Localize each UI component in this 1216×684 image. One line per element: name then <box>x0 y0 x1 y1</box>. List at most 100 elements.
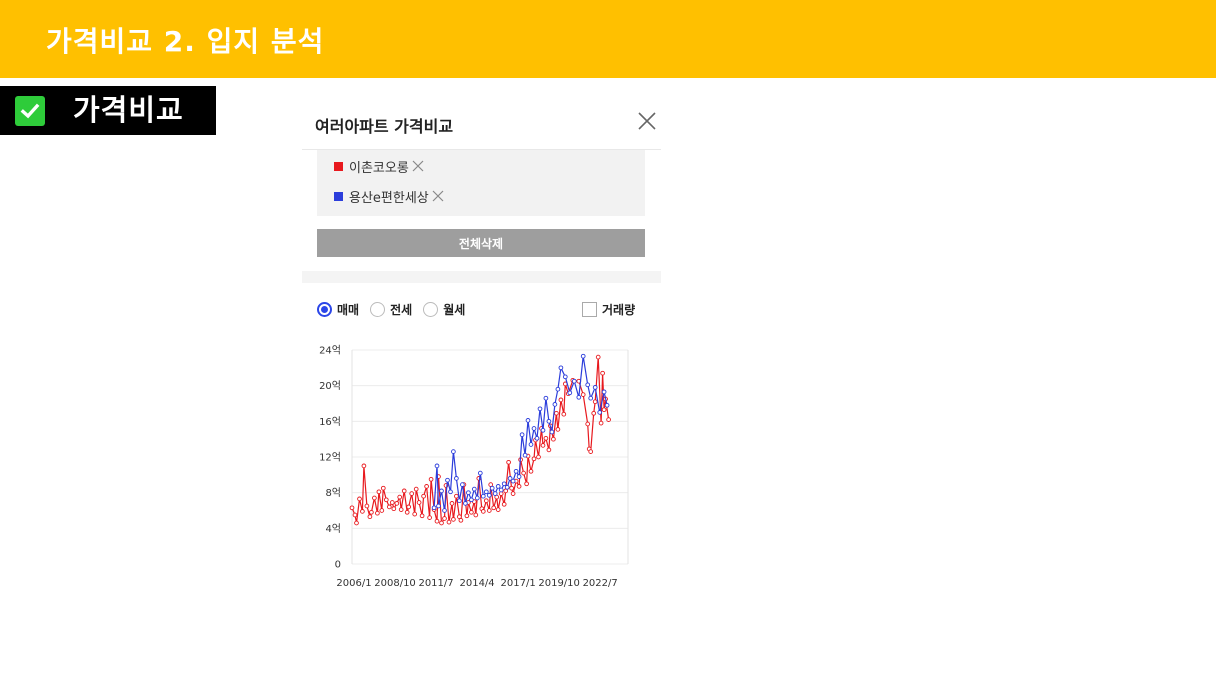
data-point-series-2 <box>436 503 441 509</box>
data-point-series-1 <box>554 410 559 416</box>
list-item-apartment-1: 이촌코오롱 <box>334 157 424 176</box>
data-point-series-1 <box>495 507 501 512</box>
data-point-series-2 <box>507 476 513 481</box>
data-point-series-1 <box>558 397 564 403</box>
section-tag: 가격비교 <box>0 86 216 135</box>
data-point-series-1 <box>367 514 373 520</box>
remove-icon[interactable] <box>432 190 444 202</box>
data-point-series-1 <box>469 509 474 515</box>
remove-icon[interactable] <box>412 160 424 172</box>
data-point-series-2 <box>471 486 477 492</box>
data-point-series-1 <box>380 485 386 491</box>
data-point-series-1 <box>531 456 537 462</box>
volume-label[interactable]: 거래량 <box>602 302 636 317</box>
clear-all-button[interactable]: 전체삭제 <box>317 229 645 257</box>
data-point-series-1 <box>540 443 546 448</box>
data-point-series-1 <box>600 370 605 376</box>
data-point-series-2 <box>604 402 610 408</box>
radio-monthly-label[interactable]: 월세 <box>443 302 466 317</box>
data-point-series-2 <box>431 505 437 511</box>
data-point-series-1 <box>451 517 456 522</box>
data-point-series-1 <box>409 491 415 496</box>
data-point-series-2 <box>439 488 444 494</box>
data-point-series-1 <box>546 447 552 453</box>
data-point-series-1 <box>524 481 529 487</box>
data-point-series-1 <box>413 486 419 492</box>
data-point-series-1 <box>528 468 534 474</box>
data-point-series-1 <box>521 470 526 476</box>
list-item-apartment-2: 용산e편한세상 <box>334 187 444 206</box>
section-label: 가격비교 <box>73 93 184 127</box>
data-point-series-1 <box>449 501 455 506</box>
check-icon <box>15 95 45 126</box>
data-point-series-1 <box>428 476 434 482</box>
data-point-series-2 <box>558 365 564 371</box>
data-point-series-2 <box>504 484 510 490</box>
data-point-series-2 <box>549 429 555 435</box>
data-point-series-2 <box>448 489 453 495</box>
data-point-series-1 <box>561 411 567 417</box>
data-point-series-1 <box>536 454 541 460</box>
data-point-series-1 <box>357 496 362 502</box>
x-tick-label: 2022/7 <box>583 578 618 589</box>
deal-type-filter: 매매 전세 월세 <box>317 300 476 318</box>
data-point-series-1 <box>439 520 444 526</box>
radio-jeonse-label[interactable]: 전세 <box>390 302 413 317</box>
data-point-series-1 <box>379 508 385 513</box>
data-point-series-1 <box>480 509 486 514</box>
x-tick-label: 2017/1 <box>501 578 536 589</box>
radio-sale-label[interactable]: 매매 <box>337 302 360 317</box>
data-point-series-1 <box>516 484 522 489</box>
data-point-series-1 <box>383 497 389 503</box>
close-icon[interactable] <box>636 110 658 132</box>
data-point-series-1 <box>601 407 607 413</box>
data-point-series-1 <box>454 493 459 499</box>
selected-apartments-list: 이촌코오롱 용산e편한세상 <box>317 150 645 216</box>
y-tick-label: 4억 <box>325 523 341 535</box>
data-point-series-1 <box>375 510 380 516</box>
data-point-series-2 <box>460 482 465 487</box>
y-tick-label: 8억 <box>325 487 341 499</box>
y-tick-label: 12억 <box>319 452 341 464</box>
data-point-series-1 <box>606 417 611 422</box>
y-tick-label: 16억 <box>319 416 341 428</box>
data-point-series-1 <box>394 501 400 506</box>
radio-jeonse[interactable] <box>370 301 386 317</box>
data-point-series-1 <box>398 507 404 512</box>
data-point-series-2 <box>592 385 598 390</box>
data-point-series-2 <box>525 418 531 423</box>
volume-toggle[interactable]: 거래량 <box>582 300 635 318</box>
data-point-series-1 <box>419 513 425 519</box>
radio-monthly[interactable] <box>423 301 439 317</box>
data-point-series-2 <box>531 426 537 431</box>
data-point-series-1 <box>458 517 464 523</box>
x-tick-label: 2008/10 <box>374 578 416 589</box>
x-tick-label: 2014/4 <box>459 578 494 589</box>
data-point-series-2 <box>474 495 480 501</box>
data-point-series-2 <box>486 492 492 498</box>
data-point-series-1 <box>509 485 514 491</box>
data-point-series-1 <box>352 512 358 518</box>
radio-sale[interactable] <box>317 301 332 317</box>
data-point-series-1 <box>349 505 355 511</box>
data-point-series-1 <box>427 515 432 520</box>
data-point-series-2 <box>513 468 519 474</box>
section-divider <box>302 271 661 283</box>
volume-checkbox[interactable] <box>582 301 597 317</box>
data-point-series-2 <box>580 353 586 359</box>
data-point-series-1 <box>442 516 447 521</box>
data-point-series-2 <box>483 489 489 495</box>
data-point-series-2 <box>480 493 486 499</box>
data-point-series-1 <box>464 513 470 519</box>
data-point-series-2 <box>477 470 483 476</box>
data-point-series-1 <box>364 503 370 509</box>
apartment-name: 이촌코오롱 <box>349 160 409 176</box>
data-point-series-1 <box>501 501 507 507</box>
data-point-series-2 <box>528 442 534 447</box>
x-tick-label: 2006/1 <box>336 578 371 589</box>
data-point-series-1 <box>486 508 492 513</box>
divider <box>302 149 661 150</box>
data-point-series-2 <box>454 476 459 481</box>
x-tick-label: 2019/10 <box>538 578 580 589</box>
apartment-name: 용산e편한세상 <box>349 190 429 206</box>
